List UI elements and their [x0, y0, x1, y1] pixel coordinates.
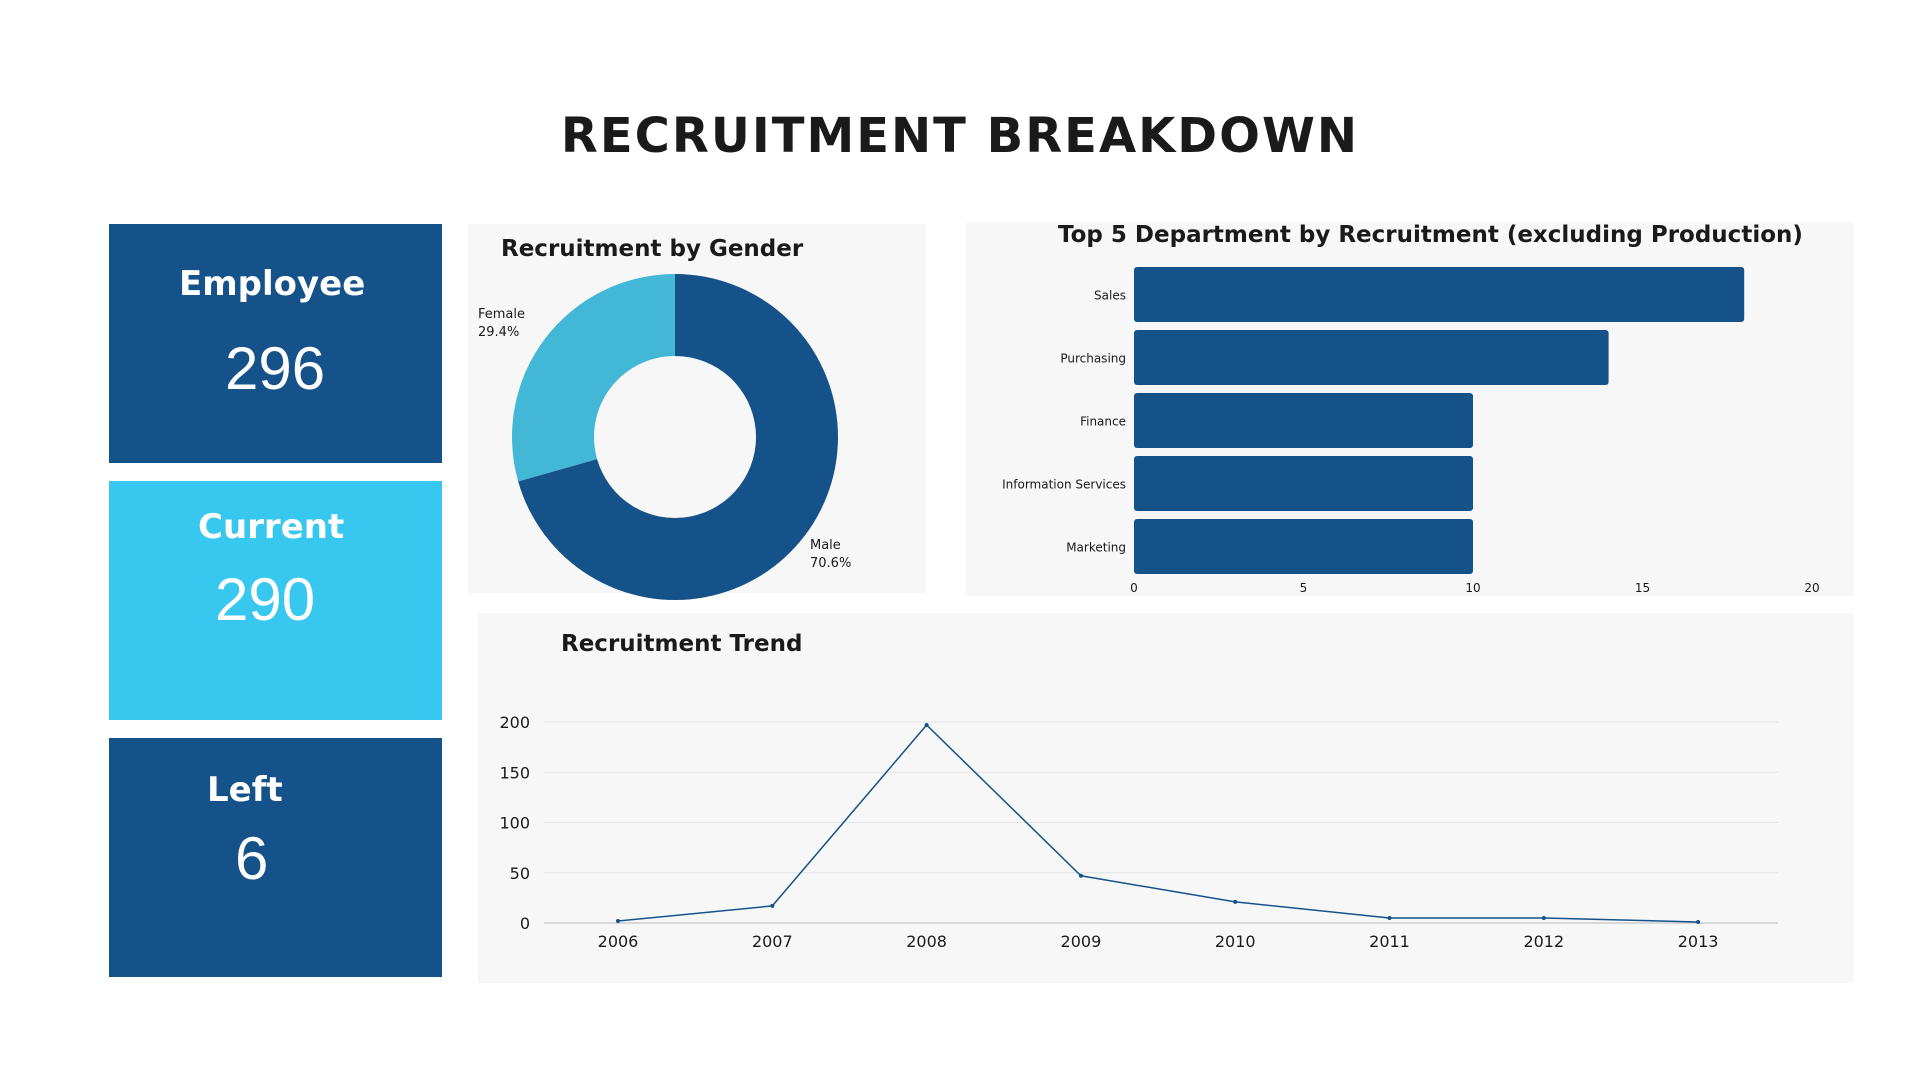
bar-category-label: Purchasing: [1060, 352, 1126, 366]
x-tick-label: 2011: [1369, 932, 1410, 951]
bar-category-label: Information Services: [1002, 478, 1126, 492]
trend-point-2006: [616, 918, 620, 923]
bar-finance: [1134, 393, 1473, 448]
trend-point-2010: [1233, 899, 1238, 904]
x-tick-label: 5: [1300, 581, 1308, 595]
x-tick-label: 20: [1804, 581, 1819, 595]
y-tick-label: 150: [499, 763, 530, 782]
x-tick-label: 2010: [1215, 932, 1256, 951]
employee-kpi-card: Employee 296: [109, 224, 442, 463]
donut-label-female: Female: [478, 307, 525, 322]
x-tick-label: 2007: [752, 932, 793, 951]
gender-chart-panel: Recruitment by Gender Female 29.4% Male 70.…: [468, 224, 926, 600]
donut-percent-female: 29.4%: [478, 325, 519, 340]
trend-chart-title: Recruitment Trend: [561, 631, 803, 657]
current-value: 290: [215, 566, 316, 633]
bar-sales: [1134, 267, 1745, 322]
gender-chart-title: Recruitment by Gender: [501, 236, 804, 262]
bar-information-services: [1134, 456, 1473, 511]
current-label: Current: [198, 507, 345, 547]
x-tick-label: 2009: [1061, 932, 1102, 951]
current-kpi-card: Current 290: [109, 481, 442, 720]
bar-purchasing: [1134, 330, 1609, 385]
bar-marketing: [1134, 519, 1473, 574]
y-tick-label: 50: [510, 864, 530, 883]
left-label: Left: [207, 770, 283, 810]
y-tick-label: 100: [499, 814, 530, 833]
employee-value: 296: [225, 335, 326, 402]
bar-category-label: Sales: [1094, 289, 1126, 303]
trend-point-2007: [770, 903, 775, 908]
x-tick-label: 2013: [1678, 932, 1719, 951]
bar-category-label: Finance: [1080, 415, 1126, 429]
department-bar-chart: Sales Purchasing Finance Information Servic…: [1002, 267, 1820, 595]
donut-slice-female: [512, 274, 675, 482]
x-tick-label: 2008: [906, 932, 947, 951]
y-tick-label: 200: [499, 713, 530, 732]
department-chart-title: Top 5 Department by Recruitment (excludi…: [1058, 222, 1803, 248]
trend-point-2011: [1387, 915, 1392, 920]
x-tick-label: 0: [1130, 581, 1138, 595]
bar-category-label: Marketing: [1066, 541, 1126, 555]
x-tick-label: 2012: [1523, 932, 1564, 951]
employee-label: Employee: [179, 264, 366, 304]
x-tick-label: 2006: [598, 932, 639, 951]
y-tick-label: 0: [520, 914, 530, 933]
trend-point-2008: [924, 723, 929, 728]
donut-label-male: Male: [810, 538, 841, 553]
gender-donut-chart: Female 29.4% Male 70.6%: [478, 274, 851, 600]
trend-point-2009: [1078, 873, 1083, 878]
department-chart-panel: Top 5 Department by Recruitment (excludi…: [966, 222, 1854, 596]
left-kpi-card: Left 6: [109, 738, 442, 977]
trend-chart-panel: Recruitment Trend 0 50 100 150 200 2006 2007 20…: [478, 613, 1854, 983]
page-title: RECRUITMENT BREAKDOWN: [560, 108, 1360, 164]
x-tick-label: 15: [1635, 581, 1650, 595]
left-value: 6: [235, 825, 269, 892]
trend-point-2012: [1541, 915, 1546, 920]
trend-line-chart: 0 50 100 150 200 2006 2007 2008 2009 2010 2011 2012…: [499, 713, 1778, 951]
donut-percent-male: 70.6%: [810, 556, 851, 571]
trend-line-series: [617, 723, 1699, 923]
x-tick-label: 10: [1465, 581, 1480, 595]
donut-slice-male: [518, 274, 838, 600]
trend-point-2013: [1696, 919, 1701, 924]
